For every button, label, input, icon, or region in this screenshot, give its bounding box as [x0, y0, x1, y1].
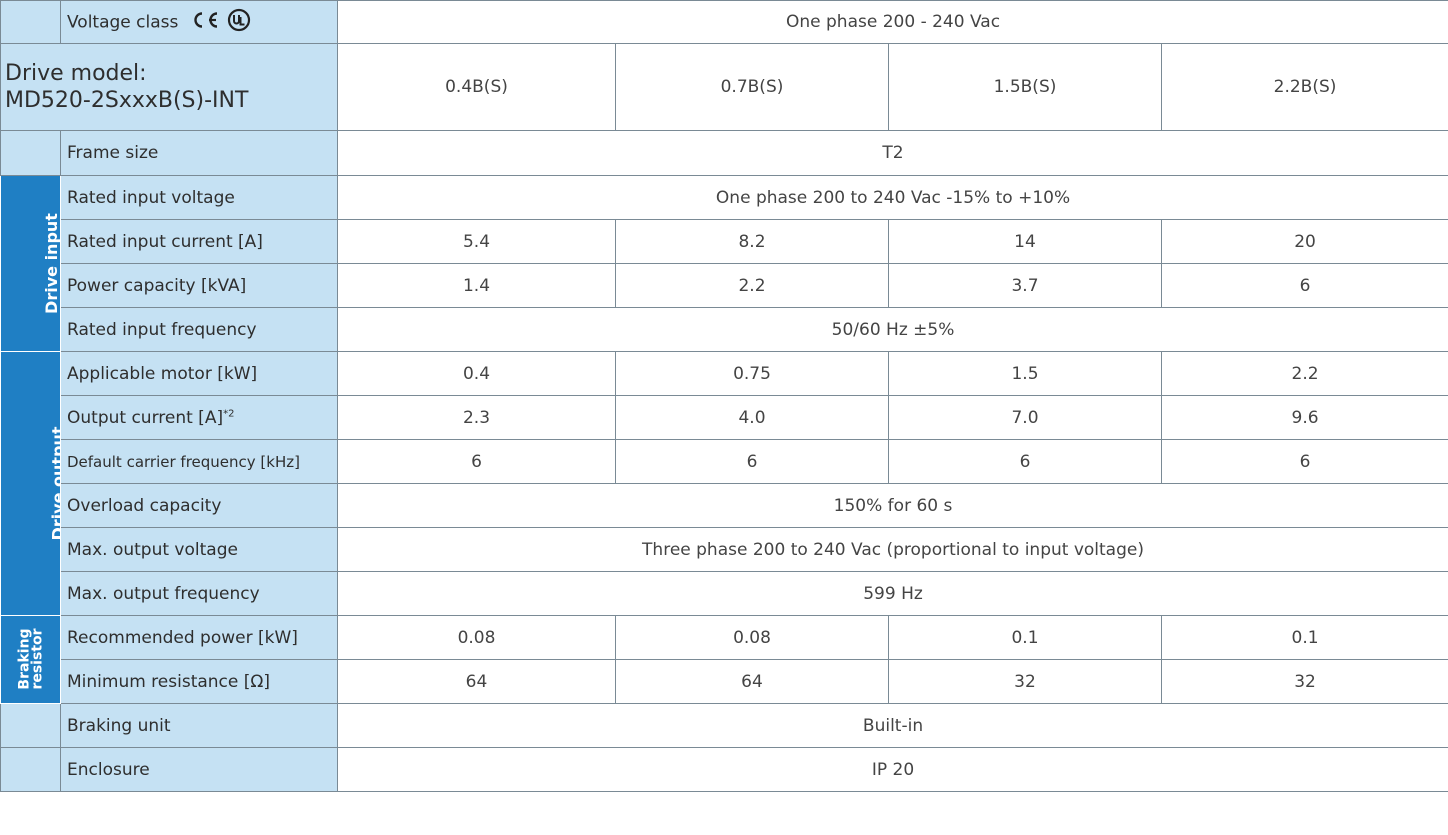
rated-input-voltage-value: One phase 200 to 240 Vac -15% to +10% [338, 176, 1448, 220]
row-output-current: Output current [A]*2 2.3 4.0 7.0 9.6 [1, 396, 1448, 440]
category-blank [1, 131, 61, 176]
power-capacity-value: 2.2 [616, 264, 889, 308]
applicable-motor-label: Applicable motor [kW] [61, 352, 338, 396]
row-max-output-voltage: Max. output voltage Three phase 200 to 2… [1, 528, 1448, 572]
row-frame-size: Frame size T2 [1, 131, 1448, 176]
rated-input-current-value: 20 [1162, 220, 1448, 264]
recommended-power-value: 0.08 [338, 616, 616, 660]
row-carrier-frequency: Default carrier frequency [kHz] 6 6 6 6 [1, 440, 1448, 484]
max-output-frequency-value: 599 Hz [338, 572, 1448, 616]
drive-model-label-line1: Drive model: [5, 60, 337, 87]
applicable-motor-value: 0.4 [338, 352, 616, 396]
recommended-power-value: 0.1 [889, 616, 1162, 660]
braking-unit-value: Built-in [338, 704, 1448, 748]
model-2: 1.5B(S) [889, 44, 1162, 131]
carrier-frequency-label: Default carrier frequency [kHz] [61, 440, 338, 484]
row-overload-capacity: Overload capacity 150% for 60 s [1, 484, 1448, 528]
braking-unit-label: Braking unit [61, 704, 338, 748]
drive-model-label-cell: Drive model: MD520-2SxxxB(S)-INT [1, 44, 338, 131]
output-current-value: 4.0 [616, 396, 889, 440]
category-blank [1, 1, 61, 44]
row-applicable-motor: Drive output Applicable motor [kW] 0.4 0… [1, 352, 1448, 396]
voltage-class-label-cell: Voltage class [61, 1, 338, 44]
power-capacity-label: Power capacity [kVA] [61, 264, 338, 308]
rated-input-current-value: 5.4 [338, 220, 616, 264]
output-current-label-cell: Output current [A]*2 [61, 396, 338, 440]
voltage-class-value: One phase 200 - 240 Vac [338, 1, 1448, 44]
carrier-frequency-value: 6 [889, 440, 1162, 484]
max-output-voltage-value: Three phase 200 to 240 Vac (proportional… [338, 528, 1448, 572]
max-output-frequency-label: Max. output frequency [61, 572, 338, 616]
model-0: 0.4B(S) [338, 44, 616, 131]
rated-input-frequency-label: Rated input frequency [61, 308, 338, 352]
ce-mark-icon [190, 10, 220, 35]
model-1: 0.7B(S) [616, 44, 889, 131]
output-current-footnote: *2 [223, 408, 234, 419]
category-drive-input-label: Drive input [44, 213, 59, 314]
row-voltage-class: Voltage class One phase 200 - 240 Vac [1, 1, 1448, 44]
category-braking-resistor-line2: resistor [32, 628, 45, 689]
category-blank [1, 704, 61, 748]
recommended-power-value: 0.1 [1162, 616, 1448, 660]
applicable-motor-value: 0.75 [616, 352, 889, 396]
minimum-resistance-label: Minimum resistance [Ω] [61, 660, 338, 704]
row-rated-input-frequency: Rated input frequency 50/60 Hz ±5% [1, 308, 1448, 352]
output-current-label: Output current [A] [67, 408, 223, 428]
category-braking-resistor-label: Braking resistor [19, 628, 45, 689]
row-minimum-resistance: Minimum resistance [Ω] 64 64 32 32 [1, 660, 1448, 704]
minimum-resistance-value: 64 [338, 660, 616, 704]
frame-size-value: T2 [338, 131, 1448, 176]
carrier-frequency-value: 6 [1162, 440, 1448, 484]
model-3: 2.2B(S) [1162, 44, 1448, 131]
power-capacity-value: 1.4 [338, 264, 616, 308]
output-current-value: 7.0 [889, 396, 1162, 440]
output-current-value: 2.3 [338, 396, 616, 440]
max-output-voltage-label: Max. output voltage [61, 528, 338, 572]
row-drive-model: Drive model: MD520-2SxxxB(S)-INT 0.4B(S)… [1, 44, 1448, 131]
minimum-resistance-value: 32 [1162, 660, 1448, 704]
power-capacity-value: 6 [1162, 264, 1448, 308]
recommended-power-value: 0.08 [616, 616, 889, 660]
recommended-power-label: Recommended power [kW] [61, 616, 338, 660]
carrier-frequency-value: 6 [616, 440, 889, 484]
applicable-motor-value: 2.2 [1162, 352, 1448, 396]
output-current-value: 9.6 [1162, 396, 1448, 440]
row-max-output-frequency: Max. output frequency 599 Hz [1, 572, 1448, 616]
row-braking-unit: Braking unit Built-in [1, 704, 1448, 748]
carrier-frequency-value: 6 [338, 440, 616, 484]
overload-capacity-label: Overload capacity [61, 484, 338, 528]
category-drive-output: Drive output [1, 352, 61, 616]
category-drive-input: Drive input [1, 176, 61, 352]
rated-input-current-value: 14 [889, 220, 1162, 264]
enclosure-label: Enclosure [61, 748, 338, 792]
rated-input-voltage-label: Rated input voltage [61, 176, 338, 220]
row-recommended-power: Braking resistor Recommended power [kW] … [1, 616, 1448, 660]
minimum-resistance-value: 32 [889, 660, 1162, 704]
drive-model-label-line2: MD520-2SxxxB(S)-INT [5, 87, 337, 114]
row-power-capacity: Power capacity [kVA] 1.4 2.2 3.7 6 [1, 264, 1448, 308]
row-rated-input-current: Rated input current [A] 5.4 8.2 14 20 [1, 220, 1448, 264]
voltage-class-label: Voltage class [67, 12, 178, 32]
overload-capacity-value: 150% for 60 s [338, 484, 1448, 528]
rated-input-current-value: 8.2 [616, 220, 889, 264]
category-drive-output-label: Drive output [51, 426, 61, 540]
ul-mark-icon [227, 8, 251, 37]
applicable-motor-value: 1.5 [889, 352, 1162, 396]
rated-input-frequency-value: 50/60 Hz ±5% [338, 308, 1448, 352]
category-braking-resistor: Braking resistor [1, 616, 61, 704]
enclosure-value: IP 20 [338, 748, 1448, 792]
spec-table: Voltage class One phase 200 - 240 Vac [0, 0, 1448, 792]
row-rated-input-voltage: Drive input Rated input voltage One phas… [1, 176, 1448, 220]
minimum-resistance-value: 64 [616, 660, 889, 704]
rated-input-current-label: Rated input current [A] [61, 220, 338, 264]
category-blank [1, 748, 61, 792]
frame-size-label: Frame size [61, 131, 338, 176]
row-enclosure: Enclosure IP 20 [1, 748, 1448, 792]
power-capacity-value: 3.7 [889, 264, 1162, 308]
